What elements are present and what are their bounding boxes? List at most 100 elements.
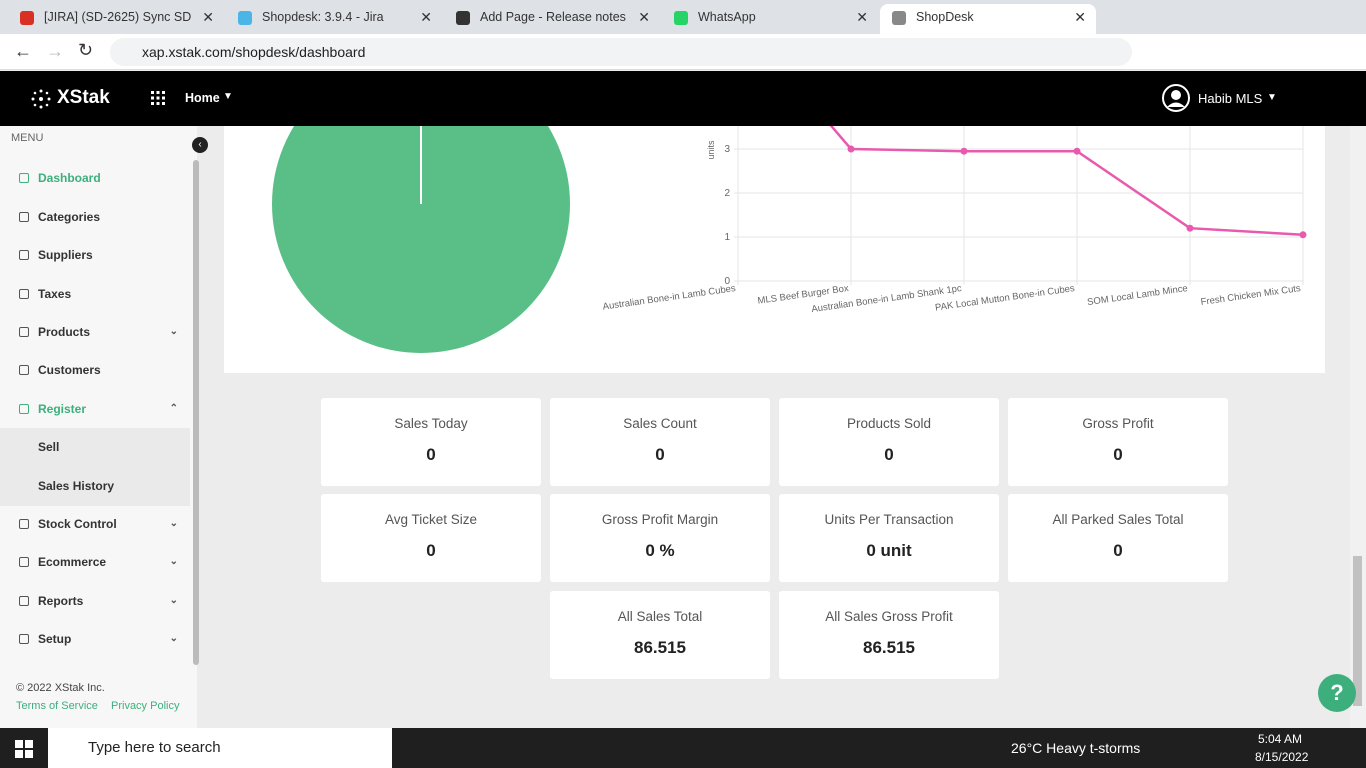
user-avatar[interactable] xyxy=(1162,84,1190,112)
menu-chevron: ⌄ xyxy=(169,633,178,644)
tab-icon xyxy=(892,11,906,25)
collapse-button[interactable]: ‹ xyxy=(192,137,208,153)
menu-chevron: ⌄ xyxy=(169,556,178,567)
menu-label: Dashboard xyxy=(38,171,101,185)
x-tick-label: Australian Bone-in Lamb Cubes xyxy=(602,283,737,313)
menu-label: Ecommerce xyxy=(38,555,107,569)
user-name[interactable]: Habib MLS xyxy=(1198,91,1263,106)
menu-item[interactable]: Products ⌄ xyxy=(0,313,190,351)
help-button[interactable]: ? xyxy=(1318,674,1356,712)
submenu-item[interactable]: Sales History xyxy=(0,467,190,506)
browser-tab[interactable]: WhatsApp ✕ xyxy=(662,4,878,34)
menu-item[interactable]: Suppliers xyxy=(0,236,190,274)
stat-value: 0 xyxy=(884,445,894,464)
stat-value: 86.515 xyxy=(634,638,686,657)
stat-label: All Sales Gross Profit xyxy=(825,609,953,624)
submenu-item[interactable]: Sell xyxy=(0,428,190,467)
stat-card: Gross Profit 0 xyxy=(1008,398,1228,486)
menu-label: Customers xyxy=(38,363,101,377)
menu-item[interactable]: Register ⌃ xyxy=(0,390,190,428)
browser-tab[interactable]: Add Page - Release notes - S ✕ xyxy=(444,4,660,34)
brand-name: XStak xyxy=(57,87,110,108)
tab-title: [JIRA] (SD-2625) Sync SD inv xyxy=(44,10,194,24)
x-tick-label: SOM Local Lamb Mince xyxy=(1086,283,1188,308)
menu-icon xyxy=(19,289,29,299)
menu-item[interactable]: Customers xyxy=(0,351,190,389)
menu-item[interactable]: Dashboard xyxy=(0,159,190,197)
menu-chevron: ⌃ xyxy=(169,403,178,414)
menu-item[interactable]: Reports ⌄ xyxy=(0,582,190,620)
reload-button[interactable]: ↻ xyxy=(78,40,94,60)
menu-item[interactable]: Categories xyxy=(0,198,190,236)
app-header: XStak Home ▼ Habib MLS ▼ xyxy=(0,71,1366,126)
nav-home[interactable]: Home xyxy=(185,91,220,105)
stat-card: Units Per Transaction 0 unit xyxy=(779,494,999,582)
menu-chevron: ⌄ xyxy=(169,595,178,606)
tab-icon xyxy=(20,11,34,25)
stat-value: 0 xyxy=(426,445,436,464)
copyright: © 2022 XStak Inc. xyxy=(16,682,105,694)
x-tick-label: Fresh Chicken Mix Cuts xyxy=(1200,283,1302,308)
tab-title: ShopDesk xyxy=(916,10,974,24)
nav-caret: ▼ xyxy=(223,91,233,102)
point xyxy=(1299,231,1307,239)
menu-item[interactable]: Taxes xyxy=(0,275,190,313)
point xyxy=(1186,224,1194,232)
back-button[interactable]: ← xyxy=(14,41,32,61)
stat-value: 0 % xyxy=(645,541,675,560)
stat-label: Products Sold xyxy=(846,416,932,431)
menu-item[interactable]: Stock Control ⌄ xyxy=(0,505,190,543)
browser-tab[interactable]: ShopDesk ✕ xyxy=(880,4,1096,34)
page-scrollbar xyxy=(1350,126,1366,728)
tab-close[interactable]: ✕ xyxy=(202,9,214,25)
stat-card: Products Sold 0 xyxy=(779,398,999,486)
y-tick-label: 2 xyxy=(724,188,730,199)
sidebar: MENU ‹ Dashboard Categories Suppliers Taxes… xyxy=(0,126,208,728)
terms-link[interactable]: Terms of Service xyxy=(16,700,98,712)
menu-chevron: ⌄ xyxy=(169,518,178,529)
y-tick-label: 0 xyxy=(724,276,730,287)
forward-button[interactable]: → xyxy=(46,41,64,61)
line xyxy=(737,16,1304,237)
menu-item[interactable]: Ecommerce ⌄ xyxy=(0,543,190,581)
tab-close[interactable]: ✕ xyxy=(420,9,432,25)
stat-value: 0 unit xyxy=(866,541,912,560)
menu-label: Reports xyxy=(38,594,84,608)
tab-icon xyxy=(674,11,688,25)
apps-icon[interactable] xyxy=(151,91,165,105)
menu-icon xyxy=(19,519,29,529)
weather: 26°C Heavy t-storms xyxy=(1011,740,1141,756)
menu-label: Setup xyxy=(38,632,72,646)
tab-title: Shopdesk: 3.9.4 - Jira xyxy=(262,10,384,24)
tab-close[interactable]: ✕ xyxy=(1074,9,1086,25)
stat-value: 0 xyxy=(1113,445,1123,464)
start-button[interactable] xyxy=(15,740,33,758)
browser-tab[interactable]: [JIRA] (SD-2625) Sync SD inv ✕ xyxy=(8,4,224,34)
stat-card: All Parked Sales Total 0 xyxy=(1008,494,1228,582)
menu-icon xyxy=(19,365,29,375)
stat-card: Gross Profit Margin 0 % xyxy=(550,494,770,582)
stat-value: 0 xyxy=(655,445,665,464)
browser-tab[interactable]: Shopdesk: 3.9.4 - Jira ✕ xyxy=(226,4,442,34)
tab-title: Add Page - Release notes - S xyxy=(480,10,630,24)
y-tick-label: 3 xyxy=(724,144,730,155)
privacy-link[interactable]: Privacy Policy xyxy=(111,700,180,712)
scroll-thumb xyxy=(1353,556,1362,706)
menu-label: Taxes xyxy=(38,287,72,301)
search-box[interactable]: Type here to search xyxy=(48,728,392,768)
tab-strip: [JIRA] (SD-2625) Sync SD inv✕Shopdesk: 3… xyxy=(0,0,1366,34)
stat-label: Avg Ticket Size xyxy=(384,512,478,527)
stat-card: Sales Today 0 xyxy=(321,398,541,486)
clock-time: 5:04 AM xyxy=(1258,732,1303,746)
tab-close[interactable]: ✕ xyxy=(638,9,650,25)
menu-icon xyxy=(19,596,29,606)
url-field[interactable]: xap.xstak.com/shopdesk/dashboard xyxy=(110,38,1132,66)
point xyxy=(847,145,855,153)
point xyxy=(960,147,968,155)
y-axis-label: units xyxy=(706,140,716,160)
menu-item[interactable]: Setup ⌄ xyxy=(0,620,190,658)
tab-close[interactable]: ✕ xyxy=(856,9,868,25)
stat-card: All Sales Total 86.515 xyxy=(550,591,770,679)
stat-card: Sales Count 0 xyxy=(550,398,770,486)
